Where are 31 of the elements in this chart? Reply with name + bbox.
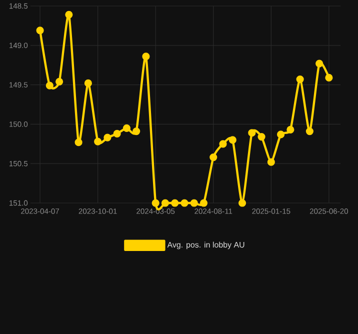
point — [65, 10, 73, 18]
point — [46, 82, 54, 90]
point — [316, 60, 324, 68]
point — [94, 138, 102, 146]
point — [171, 199, 179, 207]
point — [142, 52, 150, 60]
point — [296, 75, 304, 84]
point — [161, 199, 170, 207]
point — [325, 74, 333, 82]
point — [267, 158, 275, 166]
point — [36, 26, 44, 34]
point — [180, 199, 188, 207]
point — [132, 127, 140, 136]
point — [219, 140, 227, 148]
point — [200, 199, 208, 207]
point — [190, 199, 198, 207]
point — [228, 136, 236, 144]
point — [248, 129, 256, 137]
point — [113, 130, 121, 138]
point — [152, 199, 160, 207]
point — [276, 130, 285, 138]
point — [122, 124, 130, 132]
point — [286, 126, 294, 134]
point — [104, 134, 112, 142]
point — [84, 79, 92, 88]
point — [258, 133, 266, 141]
point — [210, 154, 218, 162]
point — [74, 138, 82, 146]
point — [306, 127, 314, 136]
point — [55, 78, 64, 86]
point — [238, 199, 246, 207]
